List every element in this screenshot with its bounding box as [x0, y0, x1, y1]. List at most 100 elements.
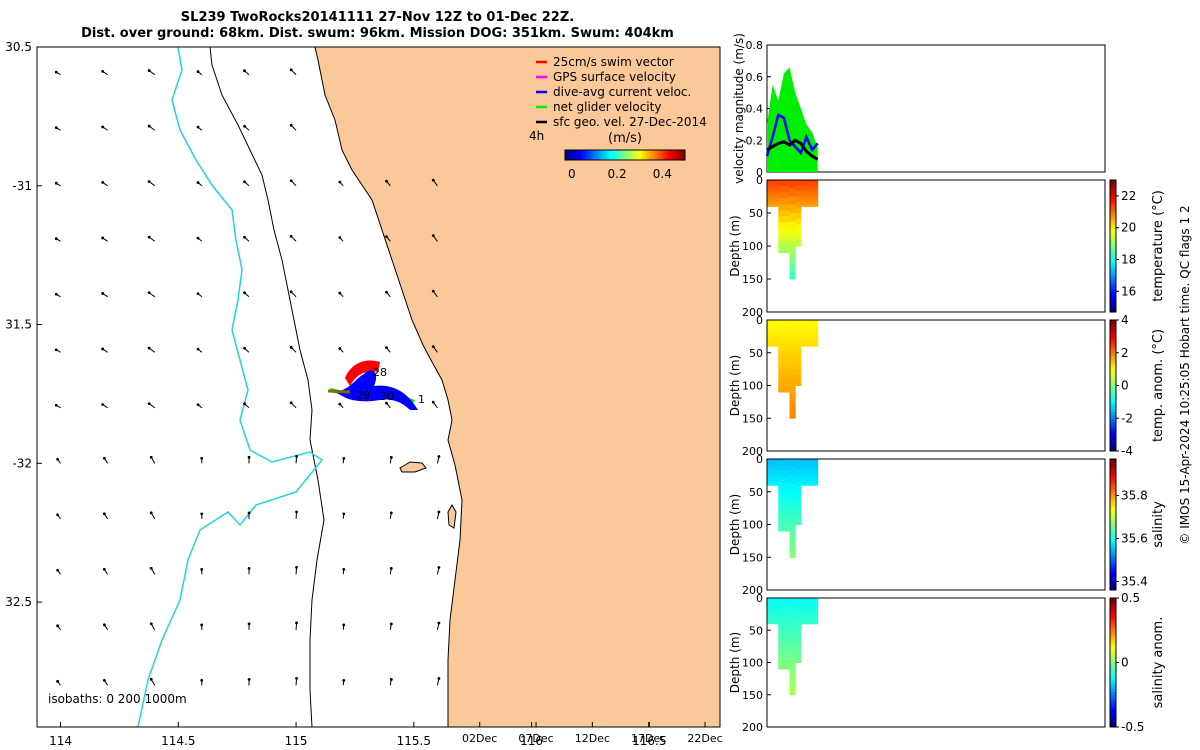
section-colorbar-cell: [1110, 649, 1116, 654]
section-cell: [795, 336, 802, 343]
section-cell: [795, 369, 802, 376]
section-cell: [789, 540, 796, 550]
section-colorbar-cell: [1110, 428, 1116, 432]
section-colorbar-tick-label: 22: [1121, 189, 1136, 203]
map-y-tick-label: 30.5: [5, 40, 32, 54]
section-cell: [767, 619, 779, 623]
section-colorbar-cell: [1110, 356, 1116, 360]
section-cell: [800, 467, 810, 471]
section-y-tick-label: 50: [749, 347, 763, 360]
section-cell: [795, 202, 802, 208]
geo-arrow-head: [342, 512, 346, 516]
velocity-colorbar-cell: [591, 150, 594, 160]
isobath-1000m-line: [137, 46, 324, 728]
section-colorbar-tick-label: 0: [1121, 656, 1129, 670]
section-colorbar-cell: [1110, 508, 1116, 512]
section-colorbar-cell: [1110, 521, 1116, 525]
section-cell: [767, 184, 779, 188]
section-colorbar-label: salinity: [1151, 501, 1166, 548]
section-cell: [795, 235, 802, 241]
velocity-colorbar-cell: [639, 150, 642, 160]
section-cell: [767, 598, 779, 601]
isobaths-label: isobaths: 0 200 1000m: [48, 692, 187, 706]
section-y-tick-label: 0: [756, 453, 763, 466]
section-y-tick-label: 200: [742, 306, 763, 319]
section-colorbar-cell: [1110, 292, 1116, 296]
section-cell: [808, 476, 819, 480]
section-cell: [808, 197, 819, 201]
geo-arrow-head: [437, 677, 441, 680]
section-cell: [808, 615, 819, 618]
section-cell: [789, 385, 796, 395]
section-colorbar-cell: [1110, 462, 1116, 467]
section-cell: [808, 474, 819, 477]
velocity-colorbar-tick: 0.4: [653, 167, 672, 181]
section-cell: [789, 196, 796, 206]
section-colorbar-cell: [1110, 342, 1116, 347]
section-colorbar-cell: [1110, 222, 1116, 227]
section-cell: [808, 337, 819, 341]
section-colorbar-cell: [1110, 604, 1116, 609]
section-colorbar-cell: [1110, 723, 1116, 728]
section-panel-bg: [767, 459, 1105, 590]
geo-arrow-head: [196, 125, 200, 129]
velocity-y-tick-label: 0.6: [746, 71, 764, 84]
velocity-colorbar-cell: [593, 150, 596, 160]
section-colorbar-tick-label: 35.8: [1121, 489, 1148, 503]
section-cell: [778, 246, 791, 254]
section-cell: [778, 380, 791, 387]
section-cell: [789, 237, 796, 247]
map-x-tick-label: 115.5: [397, 734, 431, 748]
section-colorbar-cell: [1110, 633, 1116, 638]
section-colorbar-cell: [1110, 517, 1116, 522]
section-colorbar-cell: [1110, 583, 1116, 588]
date-x-tick-label: 17Dec: [631, 732, 666, 745]
section-cell: [800, 195, 810, 199]
map-y-tick-label: -31: [12, 179, 32, 193]
section-cell: [800, 188, 810, 192]
section-cell: [808, 188, 819, 192]
geo-arrow-head: [338, 291, 342, 295]
section-cell: [800, 621, 810, 625]
section-cell: [808, 604, 819, 608]
geo-arrow-head: [289, 68, 293, 72]
geo-arrow-head: [200, 678, 204, 682]
geo-arrow-head: [101, 181, 105, 184]
section-colorbar-cell: [1110, 180, 1116, 184]
section-colorbar-cell: [1110, 511, 1116, 516]
geo-arrow-head: [247, 677, 251, 681]
section-cell: [789, 630, 796, 639]
geo-arrow-head: [200, 623, 204, 627]
geo-arrow-head: [101, 236, 105, 240]
section-cell: [789, 499, 796, 509]
section-cell: [808, 186, 819, 190]
section-cell: [800, 326, 810, 330]
section-cell: [808, 469, 819, 473]
section-colorbar-cell: [1110, 570, 1116, 575]
section-cell: [789, 459, 796, 468]
section-cell: [800, 476, 810, 480]
section-y-tick-label: 0: [756, 592, 763, 605]
section-cell: [800, 483, 810, 486]
section-cell: [778, 615, 791, 623]
geo-arrow-head: [389, 622, 393, 626]
section-cell: [800, 619, 810, 623]
section-colorbar-cell: [1110, 272, 1116, 277]
velocity-colorbar-cell: [677, 150, 680, 160]
section-cell: [789, 270, 796, 280]
section-cell: [800, 604, 810, 608]
section-colorbar-cell: [1110, 262, 1116, 267]
velocity-colorbar-cell: [587, 150, 590, 160]
section-y-tick-label: 150: [742, 689, 763, 702]
section-cell: [808, 182, 819, 185]
velocity-colorbar-cell: [611, 150, 614, 160]
section-cell: [778, 186, 791, 193]
section-colorbar-tick-label: 35.6: [1121, 531, 1148, 545]
map-x-tick-label: 115: [285, 734, 308, 748]
section-colorbar-cell: [1110, 298, 1116, 303]
section-cell: [767, 320, 779, 323]
section-colorbar-cell: [1110, 339, 1116, 344]
velocity-colorbar-cell: [667, 150, 670, 160]
section-y-label: Depth (m): [728, 215, 742, 276]
geo-arrow-head: [54, 70, 58, 74]
